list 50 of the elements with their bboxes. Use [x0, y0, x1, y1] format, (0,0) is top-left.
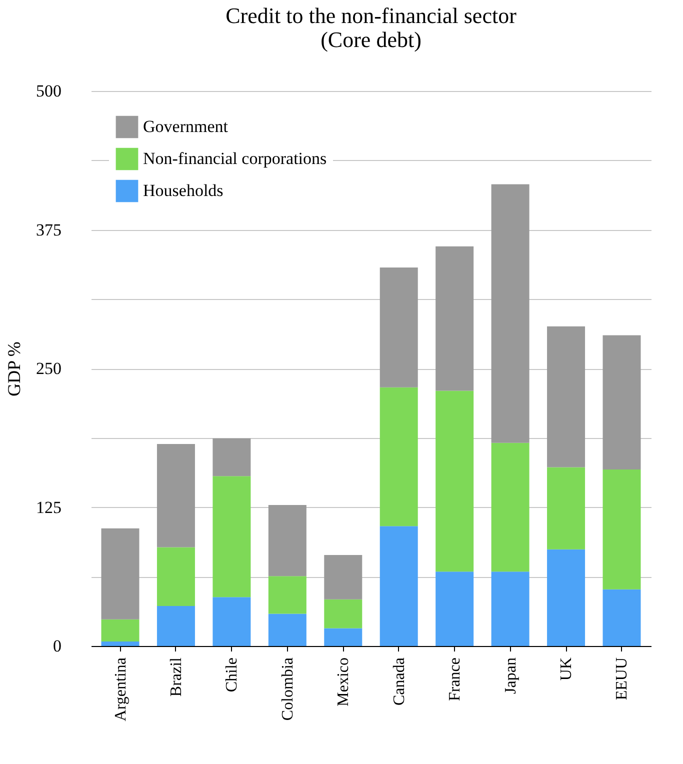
legend-label: Non-financial corporations [143, 149, 327, 168]
bar [212, 476, 251, 598]
bar [380, 526, 418, 646]
bar [324, 554, 362, 600]
bar [324, 628, 362, 646]
x-tick-label: Colombia [279, 658, 296, 721]
x-tick-label: Argentina [112, 658, 130, 722]
bar [156, 606, 195, 646]
y-tick-label: 500 [36, 82, 62, 100]
legend-label: Government [143, 117, 228, 136]
bar [602, 470, 641, 590]
legend-label: Households [143, 181, 224, 200]
bar [101, 642, 140, 646]
x-tick-label: France [446, 658, 464, 702]
x-tick-label: Japan [502, 658, 520, 694]
bar [212, 438, 251, 476]
bar [268, 576, 306, 614]
y-tick-label: 250 [36, 359, 62, 378]
bar [324, 599, 362, 628]
bar [547, 467, 586, 550]
bar [602, 589, 641, 646]
bar [547, 549, 586, 646]
x-tick-label: Brazil [168, 656, 185, 697]
y-tick-label: 125 [36, 498, 62, 517]
x-tick-label: UK [558, 657, 576, 681]
x-tick-label: Mexico [335, 658, 352, 706]
bar [602, 335, 641, 470]
bar [436, 390, 474, 572]
bar [268, 614, 306, 646]
y-tick-label: 0 [53, 636, 62, 656]
y-axis-title: GDP % [4, 342, 24, 396]
x-tick-label: Canada [390, 658, 408, 706]
bar [380, 387, 418, 526]
bar [436, 572, 474, 646]
x-tick-label: EEUU [614, 657, 631, 700]
bar [268, 505, 306, 576]
x-tick-label: Chile [224, 658, 241, 692]
bar [491, 572, 530, 646]
bar [380, 267, 418, 388]
bar [156, 547, 195, 606]
bar [491, 184, 530, 443]
bar [436, 246, 474, 391]
bar [212, 597, 251, 646]
bar [101, 528, 140, 620]
bar [156, 444, 195, 548]
chart-title: Credit to the non-financial sector (Core debt) [226, 3, 518, 52]
bar [491, 442, 530, 572]
bar [547, 326, 586, 468]
y-tick-label: 375 [36, 220, 62, 240]
bar [101, 619, 140, 642]
